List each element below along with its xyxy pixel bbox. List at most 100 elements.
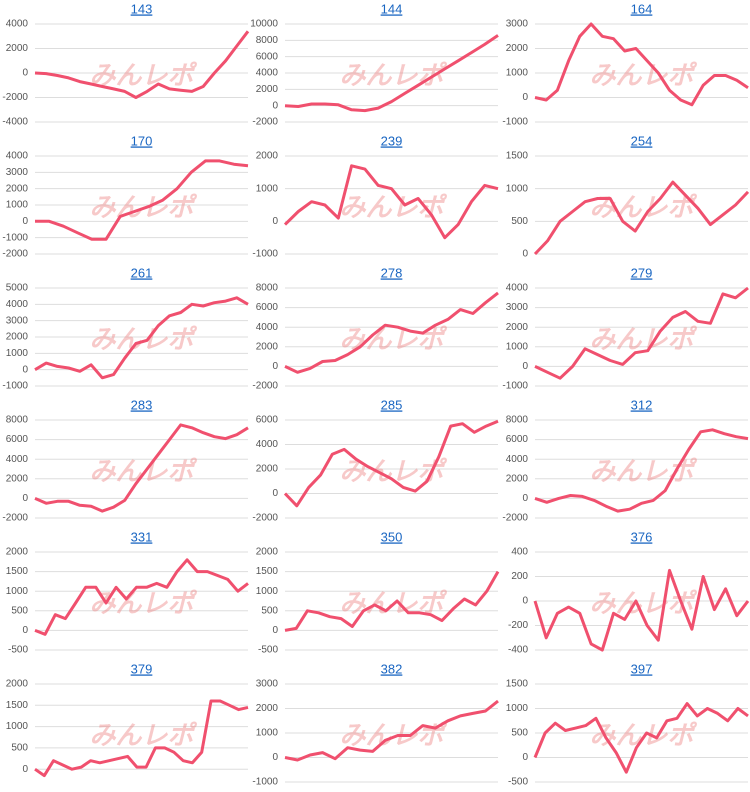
y-tick-label: 10000 <box>250 19 278 30</box>
chart-title-link[interactable]: 261 <box>131 265 153 280</box>
y-tick-label: 1500 <box>6 566 29 577</box>
watermark: みんレポ <box>589 324 697 354</box>
y-tick-label: 8000 <box>6 415 29 426</box>
line <box>35 159 249 241</box>
y-tick-label: 0 <box>22 764 28 775</box>
line <box>533 568 750 652</box>
chart-title-link[interactable]: 397 <box>631 661 653 676</box>
y-tick-label: -2000 <box>2 92 28 103</box>
line <box>34 296 249 380</box>
line <box>34 699 249 778</box>
watermark: みんレポ <box>339 192 447 222</box>
y-tick-label: 500 <box>11 605 28 616</box>
chart-title-link[interactable]: 144 <box>381 1 403 16</box>
chart-title-link[interactable]: 283 <box>131 397 153 412</box>
y-tick-label: 400 <box>511 547 528 558</box>
chart-title-link[interactable]: 379 <box>131 661 153 676</box>
chart-title-link[interactable]: 278 <box>381 265 403 280</box>
y-tick-label: -4000 <box>2 117 28 128</box>
y-tick-label: 8000 <box>256 35 279 46</box>
line <box>283 164 499 240</box>
y-tick-label: -2000 <box>2 513 28 524</box>
y-tick-label: 3000 <box>256 679 279 690</box>
chart-title-link[interactable]: 350 <box>381 529 403 544</box>
line <box>284 699 499 762</box>
y-tick-label: 0 <box>522 92 528 103</box>
y-tick-label: 0 <box>522 493 528 504</box>
y-tick-label: -2000 <box>252 117 278 128</box>
chart-title-link[interactable]: 312 <box>631 397 653 412</box>
y-tick-label: 1000 <box>506 341 529 352</box>
chart-title-link[interactable]: 376 <box>631 529 653 544</box>
line <box>284 291 499 374</box>
y-tick-label: 2000 <box>6 332 29 343</box>
line <box>533 702 749 774</box>
chart-title-link[interactable]: 164 <box>631 1 653 16</box>
y-tick-label: 3000 <box>506 302 529 313</box>
line <box>34 558 249 636</box>
y-tick-label: 2000 <box>256 151 279 162</box>
y-tick-label: 6000 <box>6 434 29 445</box>
watermark: みんレポ <box>339 720 447 750</box>
y-tick-label: -1000 <box>252 249 278 260</box>
y-tick-label: -1000 <box>502 381 528 392</box>
watermark: みんレポ <box>589 60 697 90</box>
y-tick-label: 4000 <box>256 68 279 79</box>
y-tick-label: 6000 <box>256 415 279 426</box>
y-tick-label: 1000 <box>256 728 279 739</box>
y-tick-label: 1500 <box>6 700 29 711</box>
chart-title-link[interactable]: 239 <box>381 133 403 148</box>
y-tick-label: -500 <box>258 645 278 656</box>
chart-title-link[interactable]: 143 <box>131 1 153 16</box>
y-tick-label: 2000 <box>506 322 529 333</box>
y-tick-label: 1000 <box>256 586 279 597</box>
y-tick-label: 1000 <box>6 586 29 597</box>
chart-title-link[interactable]: 382 <box>381 661 403 676</box>
y-tick-label: 0 <box>22 364 28 375</box>
y-tick-label: 1000 <box>506 703 529 714</box>
y-tick-label: 3000 <box>6 167 29 178</box>
line <box>534 286 749 380</box>
chart-title-link[interactable]: 254 <box>631 133 653 148</box>
y-tick-label: -500 <box>508 777 528 788</box>
y-tick-label: 4000 <box>6 299 29 310</box>
chart-title-link[interactable]: 279 <box>631 265 653 280</box>
watermark: みんレポ <box>89 456 197 486</box>
y-tick-label: 4000 <box>6 454 29 465</box>
line <box>284 570 500 632</box>
y-tick-label: 1000 <box>506 68 529 79</box>
y-tick-label: 500 <box>11 743 28 754</box>
y-tick-label: 1000 <box>506 183 529 194</box>
y-tick-label: 2000 <box>506 473 529 484</box>
y-tick-label: 0 <box>22 493 28 504</box>
y-tick-label: -2000 <box>502 513 528 524</box>
y-tick-label: 6000 <box>256 302 279 313</box>
y-tick-label: 8000 <box>256 283 279 294</box>
y-tick-label: 2000 <box>6 679 29 690</box>
y-tick-label: -1000 <box>502 117 528 128</box>
watermark: みんレポ <box>339 60 447 90</box>
y-tick-label: 5000 <box>6 283 29 294</box>
y-tick-label: 2000 <box>256 84 279 95</box>
watermark: みんレポ <box>589 456 697 486</box>
y-tick-label: 500 <box>511 216 528 227</box>
watermark: みんレポ <box>89 720 197 750</box>
chart-title-link[interactable]: 170 <box>131 133 153 148</box>
y-tick-label: 1500 <box>256 566 279 577</box>
y-tick-label: 0 <box>522 249 528 260</box>
chart-title-link[interactable]: 331 <box>131 529 153 544</box>
watermark: みんレポ <box>89 60 197 90</box>
y-tick-label: 4000 <box>256 322 279 333</box>
y-tick-label: 6000 <box>506 434 529 445</box>
y-tick-label: 0 <box>22 216 28 227</box>
y-tick-label: 2000 <box>256 547 279 558</box>
chart-title-link[interactable]: 285 <box>381 397 403 412</box>
y-tick-label: 0 <box>272 752 278 763</box>
line <box>284 34 499 113</box>
y-tick-label: 0 <box>272 361 278 372</box>
y-tick-label: 2000 <box>6 183 29 194</box>
y-tick-label: 1000 <box>256 183 279 194</box>
y-tick-label: 1000 <box>6 348 29 359</box>
y-tick-label: 0 <box>522 752 528 763</box>
y-tick-label: 1500 <box>506 151 529 162</box>
